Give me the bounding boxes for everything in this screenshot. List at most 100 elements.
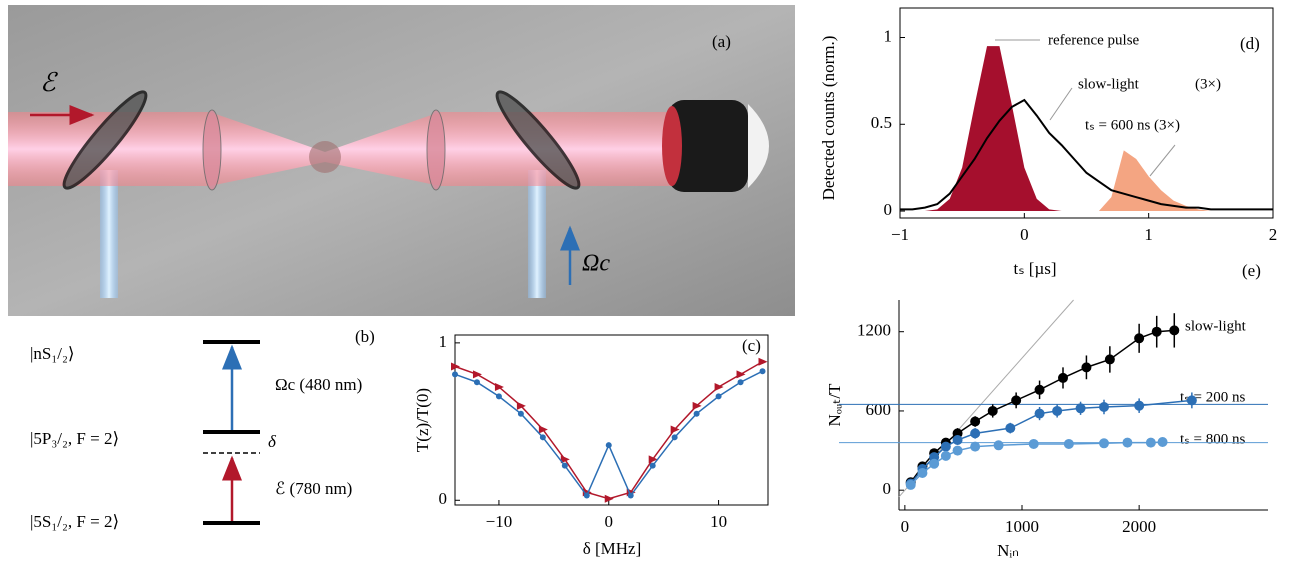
x-tick-label: −1: [891, 225, 909, 244]
x-tick-label: 10: [710, 512, 727, 531]
fit-line: [454, 361, 763, 500]
panel-label: (e): [1242, 261, 1261, 280]
x-axis-label: Nᵢₙ: [997, 541, 1019, 560]
detector: [668, 100, 748, 192]
point: [627, 492, 634, 499]
point: [1052, 405, 1063, 416]
point: [714, 382, 724, 391]
point: [1169, 325, 1180, 336]
point: [1075, 403, 1086, 414]
series-label: tₛ = 600 ns (3×): [1085, 117, 1180, 133]
point: [1122, 437, 1133, 448]
line: [900, 98, 1273, 211]
y-tick-label: 0: [883, 479, 892, 498]
x-tick-label: −10: [486, 512, 513, 531]
point: [1081, 362, 1092, 373]
point: [970, 416, 981, 427]
point: [1058, 372, 1068, 383]
panel-label: (a): [712, 32, 731, 51]
y-tick-label: 1: [439, 332, 448, 351]
point: [1034, 408, 1045, 419]
atom-cloud: [309, 141, 341, 173]
point: [604, 494, 614, 503]
plot-frame: [454, 334, 769, 506]
point: [560, 455, 570, 464]
series-label: slow-light: [1185, 318, 1247, 334]
setup-illustration: ℰ Ωc (a): [8, 5, 795, 316]
point: [693, 410, 700, 417]
point: [561, 462, 568, 469]
point: [1186, 395, 1197, 406]
point: [758, 357, 768, 366]
detector-cap: [748, 104, 769, 188]
series-label: reference pulse: [1048, 32, 1140, 48]
point: [736, 370, 746, 379]
y-axis-label: Nₒᵤₜ/T: [825, 383, 844, 426]
point: [494, 382, 504, 391]
point: [1028, 438, 1039, 449]
y-tick-label: 1200: [857, 321, 891, 340]
point: [715, 393, 722, 400]
y-tick-label: 0.5: [871, 113, 892, 132]
lens: [426, 109, 446, 191]
point: [993, 440, 1004, 451]
area: [900, 46, 1273, 212]
blue-beam: [528, 170, 546, 298]
probe-label: ℰ: [40, 68, 58, 97]
point: [952, 445, 963, 456]
point: [495, 393, 502, 400]
x-tick-label: 2000: [1122, 517, 1156, 536]
point: [952, 435, 963, 445]
point: [1157, 436, 1168, 447]
point: [472, 370, 482, 379]
point: [1011, 395, 1022, 406]
panel-label: (d): [1240, 34, 1260, 53]
point: [737, 379, 744, 386]
level-label: |nS₁/₂⟩: [30, 344, 75, 363]
point: [517, 410, 524, 417]
point: [940, 441, 951, 452]
level-diagram: |nS₁/₂⟩ |5P₃/₂, F = 2⟩ |5S₁/₂, F = 2⟩ Ωc…: [30, 327, 375, 531]
x-tick-label: 0: [1020, 225, 1029, 244]
point: [671, 434, 678, 441]
plot-frame: [899, 7, 1274, 219]
series-label: tₛ = 800 ns: [1180, 431, 1245, 447]
x-tick-label: 0: [901, 517, 910, 536]
x-axis-label: δ [MHz]: [583, 539, 642, 558]
point: [940, 450, 951, 461]
point: [987, 405, 998, 416]
point: [1099, 438, 1109, 449]
y-tick-label: 0: [439, 489, 448, 508]
point: [1034, 384, 1045, 395]
point: [692, 401, 702, 410]
point: [970, 428, 981, 439]
point: [670, 425, 680, 434]
y-axis-label: Detected counts (norm.): [819, 36, 838, 201]
point: [1063, 438, 1074, 449]
lens: [202, 109, 222, 191]
point: [905, 479, 916, 490]
point: [649, 462, 656, 469]
point: [1145, 437, 1156, 448]
transition-label: ℰ (780 nm): [275, 479, 352, 498]
transition-label: Ωc (480 nm): [275, 375, 362, 394]
point: [1104, 354, 1115, 365]
y-tick-label: 1: [884, 26, 893, 45]
point: [473, 379, 480, 386]
panel-label: (b): [355, 327, 375, 346]
y-tick-label: 0: [884, 200, 893, 219]
panel-label: (c): [742, 336, 761, 355]
x-tick-label: 1000: [1005, 517, 1039, 536]
level-label: |5P₃/₂, F = 2⟩: [30, 429, 119, 448]
point: [516, 401, 526, 410]
control-label: Ωc: [582, 251, 610, 277]
point: [452, 371, 458, 378]
point: [538, 425, 548, 434]
point: [539, 434, 546, 441]
detector-window: [662, 106, 682, 186]
detuning-label: δ: [268, 432, 277, 451]
point: [648, 455, 658, 464]
point: [1099, 401, 1109, 412]
point: [1134, 400, 1145, 411]
